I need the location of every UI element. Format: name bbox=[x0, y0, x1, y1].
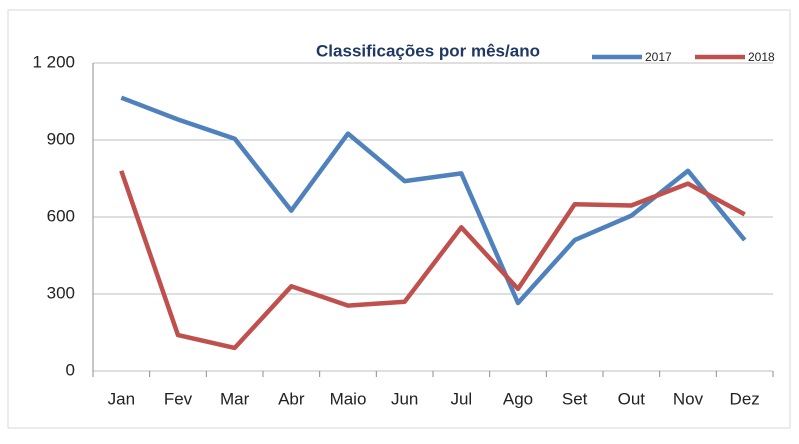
x-tick-label: Out bbox=[618, 389, 646, 408]
x-tick-label: Mar bbox=[220, 389, 250, 408]
x-tick-label: Set bbox=[562, 389, 588, 408]
x-tick-label: Dez bbox=[730, 389, 760, 408]
x-tick-label: Ago bbox=[503, 389, 533, 408]
x-tick-label: Nov bbox=[673, 389, 704, 408]
x-tick-label: Maio bbox=[330, 389, 367, 408]
y-tick-label: 300 bbox=[47, 283, 75, 302]
y-tick-label: 900 bbox=[47, 129, 75, 148]
chart-title: Classificações por mês/ano bbox=[316, 41, 540, 60]
legend-label: 2017 bbox=[645, 50, 672, 64]
y-tick-label: 600 bbox=[47, 206, 75, 225]
x-tick-label: Jan bbox=[108, 389, 135, 408]
x-tick-label: Abr bbox=[278, 389, 305, 408]
y-tick-label: 0 bbox=[66, 360, 75, 379]
x-tick-label: Fev bbox=[164, 389, 193, 408]
legend-label: 2018 bbox=[748, 50, 775, 64]
x-tick-label: Jun bbox=[391, 389, 418, 408]
line-series bbox=[120, 95, 747, 306]
line-series bbox=[119, 170, 746, 351]
chart-frame bbox=[7, 9, 791, 429]
y-tick-label: 1 200 bbox=[32, 52, 75, 71]
x-tick-label: Jul bbox=[450, 389, 472, 408]
